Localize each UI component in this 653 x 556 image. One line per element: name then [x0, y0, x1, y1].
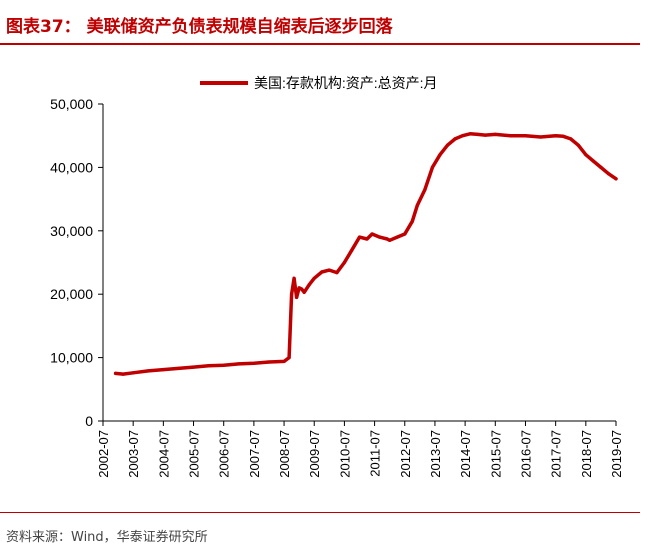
- data-point: [222, 363, 226, 367]
- data-point: [114, 371, 118, 375]
- data-point: [290, 292, 294, 296]
- data-point: [327, 268, 331, 272]
- x-tick-label: 2007-07: [247, 430, 262, 478]
- x-tick-label: 2004-07: [156, 430, 171, 478]
- data-point: [237, 362, 241, 366]
- data-point: [614, 177, 618, 181]
- data-point: [385, 237, 389, 241]
- data-point: [292, 276, 296, 280]
- data-point: [423, 188, 427, 192]
- data-point: [146, 369, 150, 373]
- x-tick-label: 2010-07: [337, 430, 352, 478]
- data-point: [539, 135, 543, 139]
- data-point: [476, 132, 480, 136]
- data-point: [131, 371, 135, 375]
- data-point: [606, 172, 611, 176]
- series-line: [113, 132, 618, 376]
- x-tick-label: 2009-07: [307, 430, 322, 478]
- legend-label: 美国:存款机构:资产:总资产:月: [254, 75, 438, 91]
- x-tick-label: 2014-07: [458, 430, 473, 478]
- data-point: [295, 295, 299, 299]
- data-point: [300, 287, 304, 291]
- data-point: [493, 132, 497, 136]
- data-point: [307, 283, 311, 287]
- line-chart: 0 10,000 20,000 30,000 40,000 50,000 2002-07 20…: [50, 75, 624, 478]
- data-point: [561, 134, 565, 138]
- data-point: [297, 286, 301, 290]
- x-tick-label: 2016-07: [518, 430, 533, 478]
- data-point: [453, 137, 457, 141]
- data-point: [591, 159, 596, 163]
- data-point: [483, 133, 487, 137]
- data-point: [342, 260, 346, 265]
- data-point: [282, 359, 286, 363]
- data-point: [365, 237, 369, 241]
- data-point: [468, 132, 472, 136]
- data-point: [191, 365, 196, 369]
- data-point: [403, 232, 407, 236]
- data-point: [267, 360, 271, 364]
- data-point: [161, 368, 165, 372]
- x-tick-label: 2003-07: [126, 430, 141, 478]
- x-tick-label: 2008-07: [277, 430, 292, 478]
- x-tick-label: 2019-07: [609, 430, 624, 478]
- footer-divider: [0, 512, 640, 513]
- data-point: [569, 137, 573, 141]
- data-point: [176, 366, 180, 370]
- data-point: [320, 270, 324, 274]
- data-point: [438, 153, 442, 157]
- x-tick-label: 2015-07: [488, 430, 503, 478]
- data-point: [252, 361, 256, 365]
- data-point: [302, 290, 306, 294]
- y-tick-label: 40,000: [50, 159, 93, 175]
- data-point: [350, 248, 354, 252]
- x-tick-label: 2018-07: [579, 430, 594, 478]
- data-point: [207, 364, 211, 368]
- data-point: [576, 143, 580, 147]
- data-point: [584, 153, 588, 157]
- title-divider: [0, 43, 640, 45]
- data-point: [388, 238, 392, 242]
- data-point: [370, 232, 374, 236]
- x-tick-label: 2002-07: [96, 430, 111, 478]
- x-tick-label: 2017-07: [549, 430, 564, 478]
- chart-header: 图表37： 美联储资产负债表规模自缩表后逐步回落: [0, 0, 653, 46]
- data-point: [335, 271, 339, 275]
- y-tick-label: 0: [85, 413, 93, 429]
- data-point: [523, 134, 528, 138]
- data-point: [410, 219, 414, 223]
- x-tick-label: 2013-07: [428, 430, 443, 478]
- figure-title: 图表37： 美联储资产负债表规模自缩表后逐步回落: [6, 17, 393, 37]
- data-point: [287, 356, 291, 360]
- data-point: [415, 203, 419, 207]
- x-tick-label: 2005-07: [187, 430, 202, 478]
- data-point: [378, 235, 382, 239]
- source-note: 资料来源：Wind，华泰证券研究所: [6, 530, 208, 545]
- x-tick-label: 2006-07: [217, 430, 232, 478]
- data-point: [461, 134, 465, 138]
- data-point: [554, 134, 558, 138]
- data-point: [121, 372, 125, 376]
- x-tick-label: 2012-07: [398, 430, 413, 478]
- y-tick-label: 30,000: [50, 223, 93, 239]
- data-point: [312, 276, 316, 280]
- data-point: [430, 165, 434, 169]
- data-point: [395, 235, 399, 239]
- data-point: [508, 134, 512, 138]
- x-tick-label: 2011-07: [368, 430, 383, 477]
- y-tick-label: 50,000: [50, 96, 93, 112]
- data-point: [357, 235, 362, 239]
- data-point: [599, 165, 603, 169]
- y-tick-label: 20,000: [50, 286, 93, 302]
- y-tick-label: 10,000: [50, 350, 93, 366]
- data-point: [445, 143, 450, 147]
